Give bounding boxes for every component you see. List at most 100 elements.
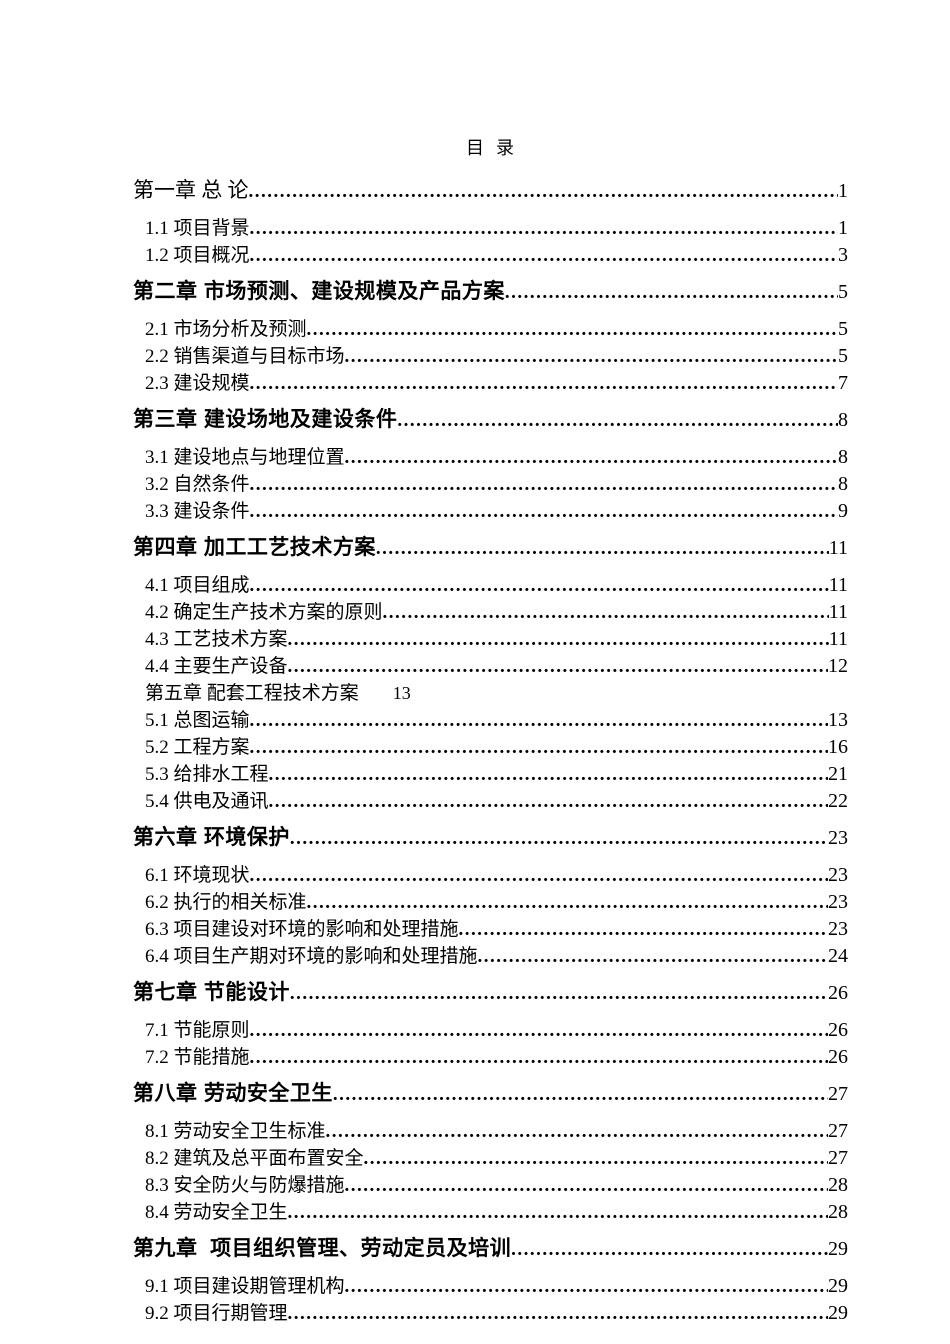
toc-entry[interactable]: 6.3 项目建设对环境的影响和处理措施 23 — [133, 916, 848, 943]
dot-leader — [250, 216, 838, 242]
toc-entry-page: 21 — [828, 763, 848, 785]
toc-entry-label: 1.1 项目背景 — [145, 218, 250, 239]
toc-entry-label: 第二章 市场预测、建设规模及产品方案 — [133, 280, 505, 303]
toc-entry[interactable]: 第三章 建设场地及建设条件 8 — [133, 405, 848, 436]
dot-leader — [345, 344, 838, 370]
dot-leader — [364, 1146, 828, 1172]
toc-entry[interactable]: 第九章 项目组织管理、劳动定员及培训 29 — [133, 1234, 848, 1265]
toc-entry-page: 11 — [828, 601, 848, 623]
toc-entry[interactable]: 9.1 项目建设期管理机构 29 — [133, 1273, 848, 1300]
toc-entry-label: 9.1 项目建设期管理机构 — [145, 1276, 345, 1297]
toc-entry[interactable]: 3.1 建设地点与地理位置 8 — [133, 444, 848, 471]
toc-entry[interactable]: 第五章 配套工程技术方案 13 — [133, 680, 848, 707]
toc-entry-label: 3.3 建设条件 — [145, 501, 250, 522]
toc-entry-page: 26 — [828, 1046, 848, 1068]
toc-entry-label: 3.1 建设地点与地理位置 — [145, 447, 345, 468]
toc-entry[interactable]: 2.2 销售渠道与目标市场 5 — [133, 343, 848, 370]
toc-entry[interactable]: 4.2 确定生产技术方案的原则 11 — [133, 599, 848, 626]
toc-entry[interactable]: 5.1 总图运输 13 — [133, 707, 848, 734]
toc-entry[interactable]: 7.2 节能措施 26 — [133, 1044, 848, 1071]
toc-entry-page: 27 — [828, 1147, 848, 1169]
dot-leader — [250, 1045, 828, 1071]
toc-entry[interactable]: 第八章 劳动安全卫生 27 — [133, 1079, 848, 1110]
toc-entry[interactable]: 5.2 工程方案 16 — [133, 734, 848, 761]
dot-leader — [288, 1301, 828, 1327]
toc-entry[interactable]: 3.3 建设条件 9 — [133, 498, 848, 525]
toc-entry[interactable]: 9.2 项目行期管理 29 — [133, 1300, 848, 1327]
toc-entry[interactable]: 4.3 工艺技术方案 11 — [133, 626, 848, 653]
toc-entry-label: 5.3 给排水工程 — [145, 764, 269, 785]
toc-entry-page: 29 — [828, 1238, 848, 1260]
dot-leader — [397, 406, 838, 436]
toc-entry-page: 26 — [828, 982, 848, 1004]
toc-entry-page: 11 — [828, 628, 848, 650]
toc-entry[interactable]: 第六章 环境保护 23 — [133, 823, 848, 854]
toc-entry[interactable]: 1.2 项目概况 3 — [133, 242, 848, 269]
toc-entry-label: 1.2 项目概况 — [145, 245, 250, 266]
toc-entry[interactable]: 8.4 劳动安全卫生 28 — [133, 1199, 848, 1226]
toc-entry-label: 2.2 销售渠道与目标市场 — [145, 346, 345, 367]
dot-leader — [326, 1119, 828, 1145]
toc-entry[interactable]: 4.4 主要生产设备 12 — [133, 653, 848, 680]
toc-entry-label: 第三章 建设场地及建设条件 — [133, 408, 398, 431]
toc-entry-label: 第五章 配套工程技术方案 — [145, 683, 359, 704]
toc-entry[interactable]: 3.2 自然条件 8 — [133, 471, 848, 498]
toc-entry-label: 第八章 劳动安全卫生 — [133, 1082, 333, 1105]
toc-entry-label: 4.3 工艺技术方案 — [145, 629, 288, 650]
toc-entry[interactable]: 7.1 节能原则 26 — [133, 1017, 848, 1044]
toc-entry-label: 第四章 加工工艺技术方案 — [133, 536, 376, 559]
dot-leader — [376, 534, 829, 564]
toc-entry-label: 4.1 项目组成 — [145, 575, 250, 596]
toc-entry[interactable]: 2.3 建设规模 7 — [133, 370, 848, 397]
toc-entry-page: 29 — [828, 1275, 848, 1297]
toc-entry-page: 11 — [828, 537, 848, 559]
table-of-contents: 第一章 总 论 1 1.1 项目背景 1 1.2 项目概况 3 第二章 市场预测、建设规模及… — [133, 175, 848, 1327]
toc-entry[interactable]: 第二章 市场预测、建设规模及产品方案 5 — [133, 277, 848, 308]
dot-leader — [250, 573, 829, 599]
dot-leader — [505, 278, 838, 308]
toc-entry[interactable]: 6.2 执行的相关标准 23 — [133, 889, 848, 916]
toc-entry[interactable]: 8.3 安全防火与防爆措施 28 — [133, 1172, 848, 1199]
dot-leader — [288, 654, 828, 680]
toc-entry-page: 9 — [838, 500, 848, 522]
toc-entry-page: 8 — [838, 446, 848, 468]
toc-entry[interactable]: 第一章 总 论 1 — [133, 175, 848, 207]
toc-entry-label: 5.4 供电及通讯 — [145, 791, 269, 812]
toc-entry-label: 4.4 主要生产设备 — [145, 656, 288, 677]
toc-entry-label: 2.1 市场分析及预测 — [145, 319, 307, 340]
toc-entry-page: 13 — [392, 683, 411, 703]
toc-entry[interactable]: 6.1 环境现状 23 — [133, 862, 848, 889]
toc-entry-page: 16 — [828, 736, 848, 758]
toc-entry-page: 23 — [828, 918, 848, 940]
dot-leader — [250, 499, 838, 525]
toc-entry[interactable]: 2.1 市场分析及预测 5 — [133, 316, 848, 343]
toc-entry-page: 27 — [828, 1083, 848, 1105]
toc-entry[interactable]: 5.4 供电及通讯 22 — [133, 788, 848, 815]
toc-entry[interactable]: 第四章 加工工艺技术方案 11 — [133, 533, 848, 564]
toc-entry[interactable]: 8.2 建筑及总平面布置安全 27 — [133, 1145, 848, 1172]
toc-entry-page: 11 — [828, 574, 848, 596]
toc-entry[interactable]: 4.1 项目组成 11 — [133, 572, 848, 599]
dot-leader — [459, 917, 828, 943]
dot-leader — [307, 890, 828, 916]
toc-entry[interactable]: 8.1 劳动安全卫生标准 27 — [133, 1118, 848, 1145]
toc-entry[interactable]: 第七章 节能设计 26 — [133, 978, 848, 1009]
dot-leader — [288, 627, 829, 653]
toc-entry[interactable]: 1.1 项目背景 1 — [133, 215, 848, 242]
toc-entry-page: 5 — [838, 281, 848, 303]
toc-entry-page: 26 — [828, 1019, 848, 1041]
dot-leader — [478, 944, 828, 970]
toc-entry-page: 1 — [838, 180, 848, 202]
dot-leader — [250, 243, 838, 269]
toc-entry-page: 28 — [828, 1174, 848, 1196]
toc-entry-label: 8.3 安全防火与防爆措施 — [145, 1175, 345, 1196]
dot-leader — [345, 1173, 828, 1199]
toc-entry-page: 27 — [828, 1120, 848, 1142]
toc-entry-label: 8.2 建筑及总平面布置安全 — [145, 1148, 364, 1169]
toc-entry[interactable]: 5.3 给排水工程 21 — [133, 761, 848, 788]
toc-entry-page: 23 — [828, 827, 848, 849]
dot-leader — [288, 1200, 828, 1226]
toc-entry[interactable]: 6.4 项目生产期对环境的影响和处理措施 24 — [133, 943, 848, 970]
page-title: 目 录 — [466, 138, 515, 158]
dot-leader — [511, 1235, 828, 1265]
